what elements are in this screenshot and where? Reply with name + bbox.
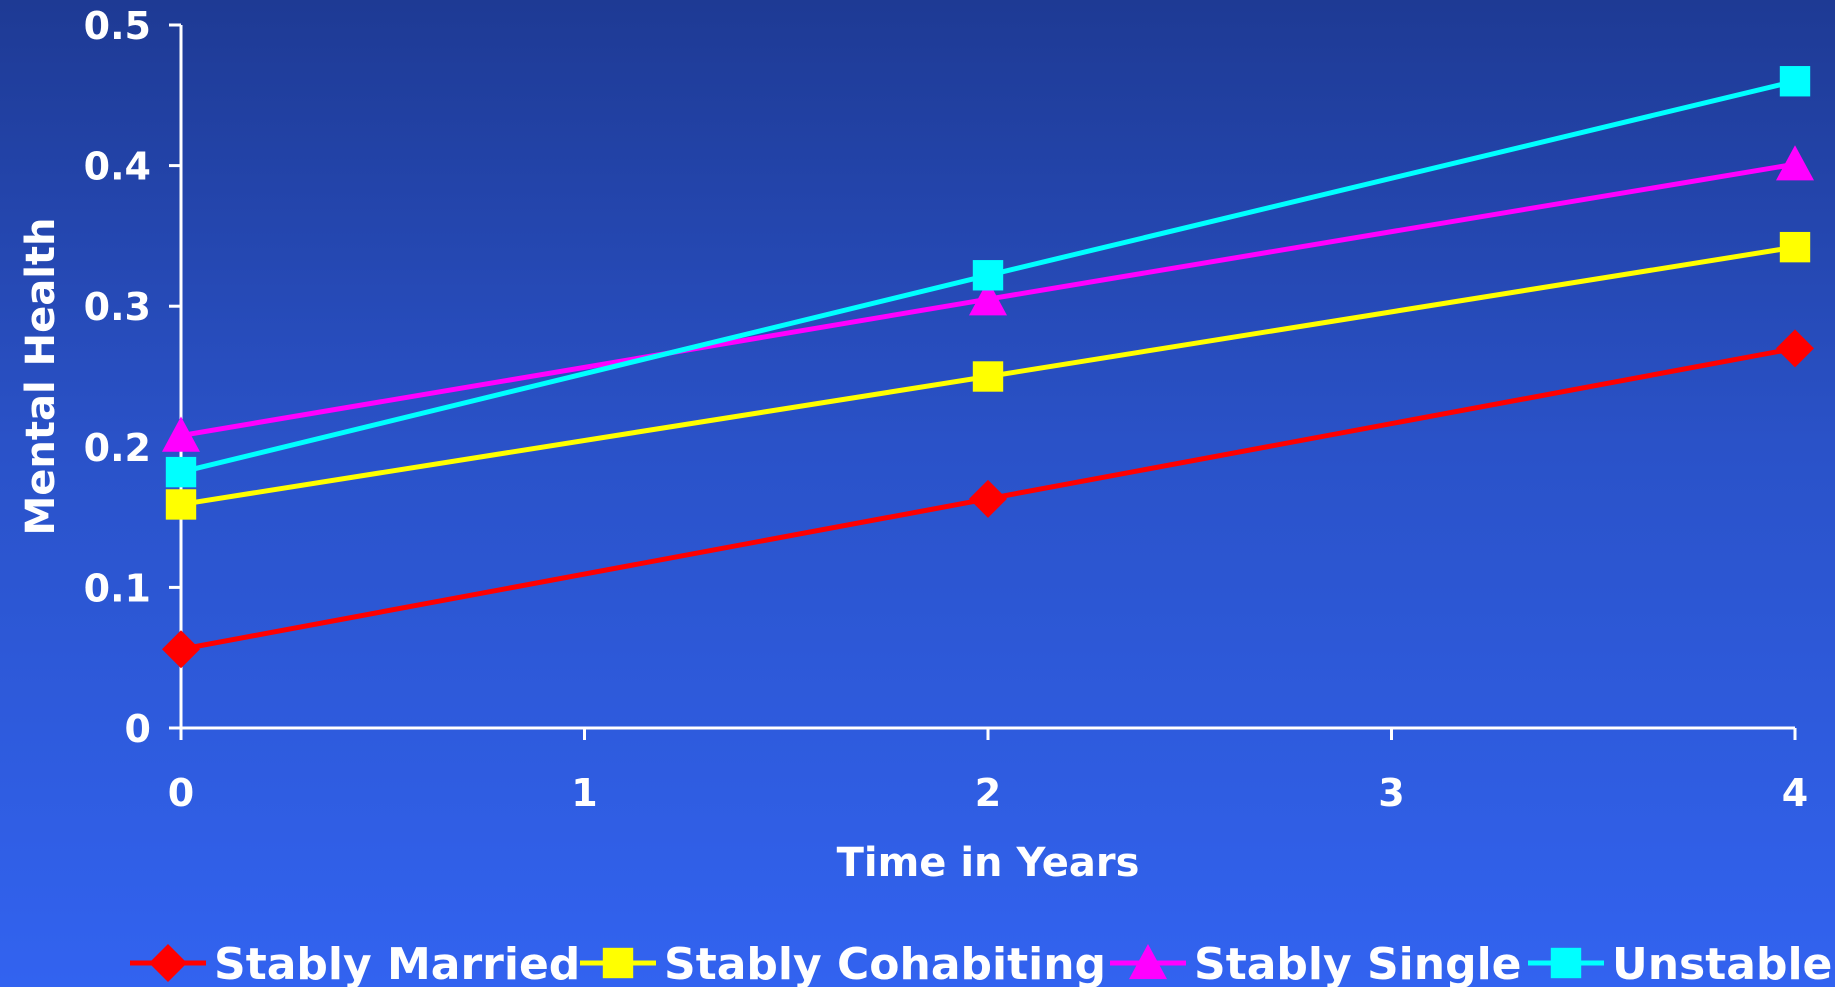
legend-marker [149, 944, 187, 982]
data-point [969, 280, 1007, 316]
legend-item: Stably Cohabiting [580, 939, 1106, 987]
y-tick-label: 0.2 [84, 426, 151, 470]
x-tick-label: 2 [975, 771, 1001, 815]
legend-marker [1129, 944, 1167, 980]
data-point [162, 630, 200, 669]
series-layer [162, 66, 1814, 669]
x-tick-label: 0 [168, 771, 194, 815]
data-point [165, 456, 197, 488]
legend-label: Stably Cohabiting [664, 939, 1106, 987]
legend-label: Unstable [1612, 939, 1832, 987]
legend-item: Unstable [1528, 939, 1832, 987]
x-tick-label: 3 [1378, 771, 1404, 815]
x-axis-ticks: 0 1 2 3 4 [168, 728, 1808, 815]
legend-label: Stably Single [1194, 939, 1522, 987]
legend: Stably Married Stably Cohabiting Stably Si… [130, 939, 1832, 987]
legend-label: Stably Married [214, 939, 580, 987]
x-axis-title: Time in Years [837, 840, 1140, 886]
legend-item: Stably Single [1110, 939, 1522, 987]
y-tick-label: 0 [125, 707, 151, 751]
data-point [972, 260, 1004, 291]
series-stably-cohabiting [165, 231, 1811, 520]
data-point [165, 489, 197, 520]
data-point [969, 479, 1007, 518]
data-point [1779, 231, 1811, 263]
series-unstable [165, 66, 1811, 488]
y-tick-label: 0.5 [84, 4, 151, 48]
data-point [1776, 145, 1814, 181]
y-tick-label: 0.3 [84, 285, 151, 329]
x-tick-label: 1 [571, 771, 597, 815]
data-point [972, 361, 1004, 392]
data-point [1779, 66, 1811, 97]
y-tick-label: 0.1 [84, 566, 151, 610]
legend-marker [602, 947, 634, 979]
y-tick-label: 0.4 [84, 145, 151, 189]
series-stably-married [162, 329, 1814, 669]
series-stably-single [162, 145, 1814, 452]
data-point [162, 416, 200, 452]
y-axis-ticks: 0 0.1 0.2 0.3 0.4 0.5 [84, 4, 181, 751]
x-tick-label: 4 [1782, 771, 1808, 815]
legend-item: Stably Married [130, 939, 580, 987]
data-point [1776, 329, 1814, 368]
y-axis-title: Mental Health [18, 217, 64, 535]
legend-marker [1550, 947, 1582, 979]
